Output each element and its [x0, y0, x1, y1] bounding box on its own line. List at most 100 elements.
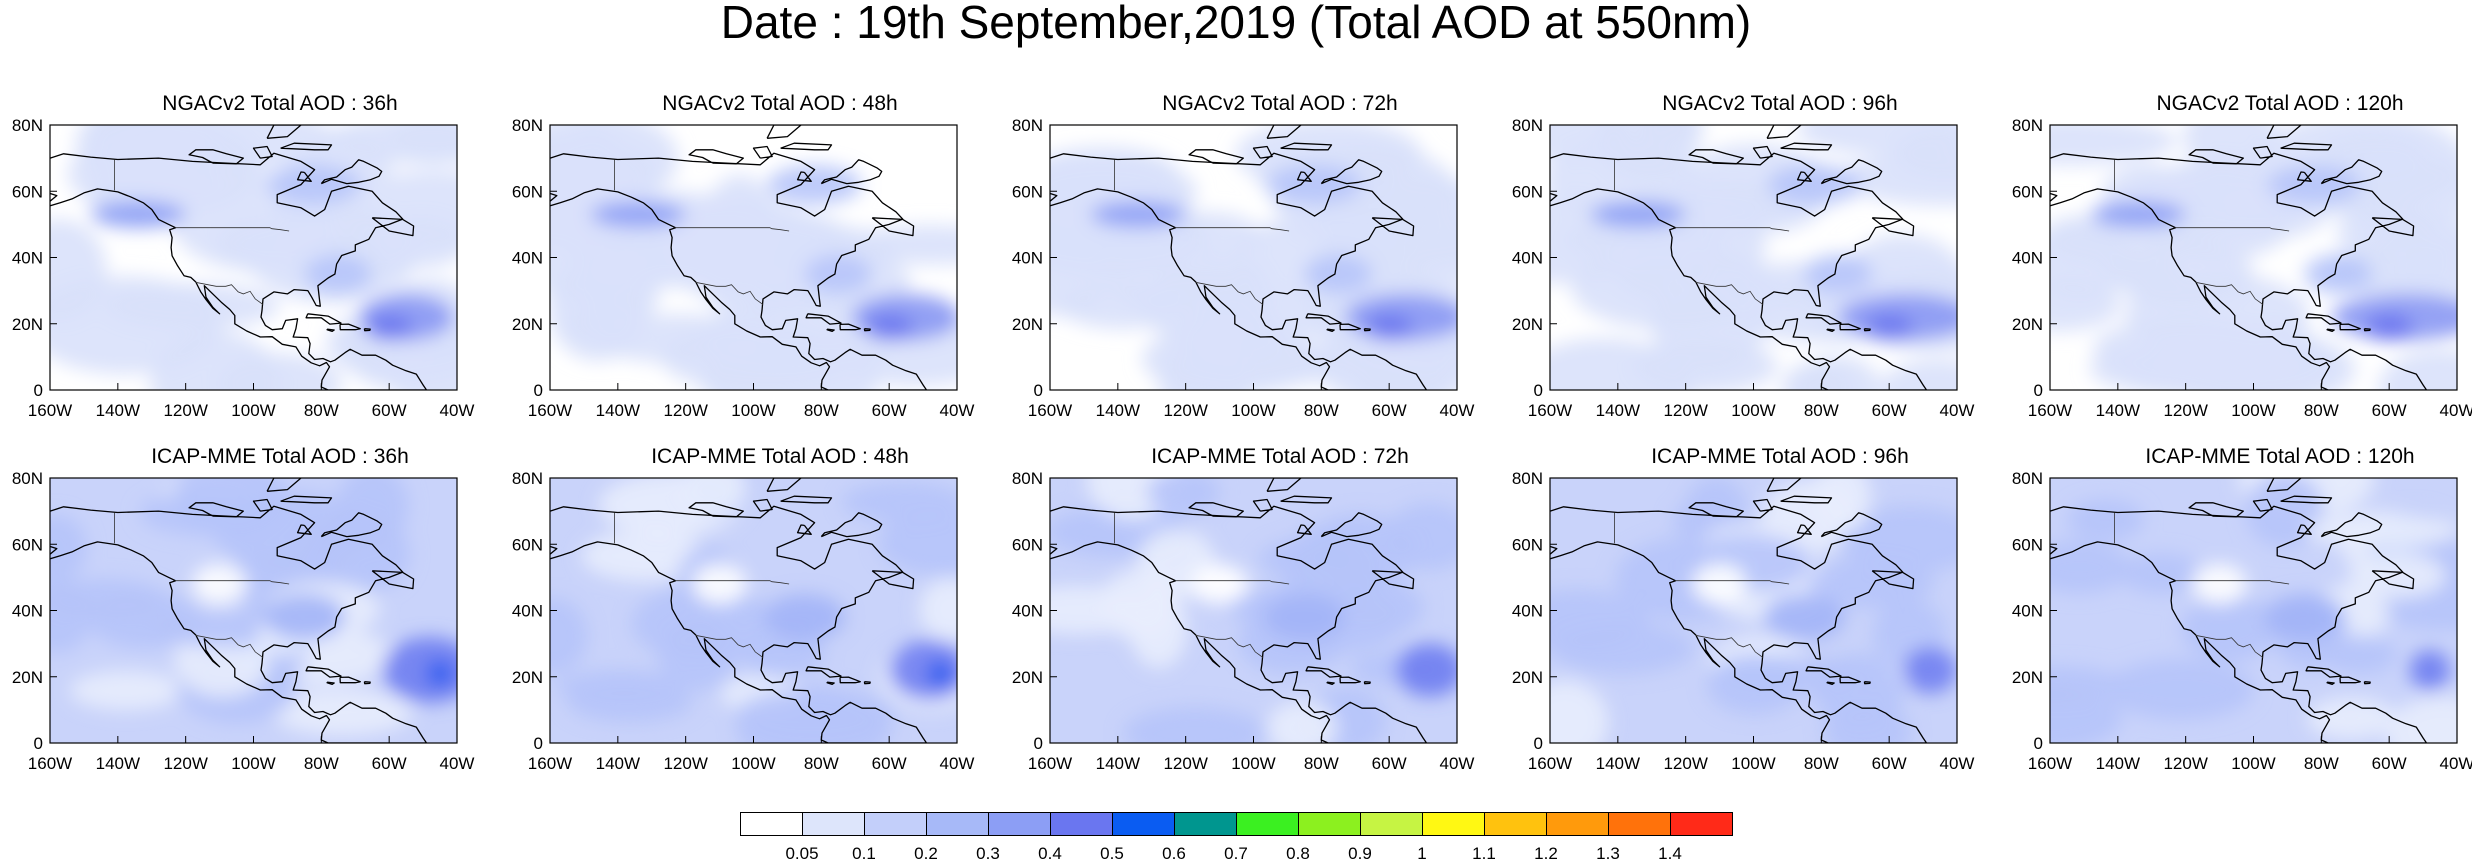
- country-borders: [114, 512, 290, 658]
- lon-tick-label: 80W: [2304, 401, 2339, 420]
- colorbar-label: 1.2: [1534, 844, 1558, 863]
- aod-map: 160W 140W 120W 100W 80W 60W 40W 80N 60N 40N 20N 0: [512, 116, 975, 420]
- country-borders: [1114, 159, 1290, 305]
- colorbar-swatch: [1360, 812, 1423, 836]
- coastline: [50, 125, 428, 390]
- lon-tick-label: 140W: [1596, 401, 1640, 420]
- colorbar-swatch: [802, 812, 865, 836]
- panel-title: ICAP-MME Total AOD : 96h: [1651, 445, 1909, 468]
- lon-tick-label: 100W: [231, 754, 275, 773]
- lon-tick-label: 100W: [731, 754, 775, 773]
- lon-tick-label: 60W: [1372, 754, 1407, 773]
- lat-tick-label: 40N: [2012, 602, 2043, 621]
- colorbar-label: 1.4: [1658, 844, 1682, 863]
- colorbar-label: 0.5: [1100, 844, 1124, 863]
- lat-tick-label: 80N: [12, 469, 43, 488]
- lon-tick-label: 100W: [1731, 401, 1775, 420]
- map-panel: NGACv2 Total AOD : 120h 160W 140W 120W 100W 8…: [2012, 92, 2472, 422]
- lon-tick-label: 60W: [372, 754, 407, 773]
- map-panel: NGACv2 Total AOD : 72h 160W 140W 120W 100W 80…: [1012, 92, 1550, 422]
- aod-map: 160W 140W 120W 100W 80W 60W 40W 80N 60N 40N 20N 0: [12, 116, 475, 420]
- colorbar-label: 1: [1417, 844, 1427, 863]
- lat-tick-label: 0: [34, 734, 43, 753]
- lon-tick-label: 60W: [372, 401, 407, 420]
- colorbar-swatch: [740, 812, 803, 836]
- colorbar-label: 0.7: [1224, 844, 1248, 863]
- lon-tick-label: 120W: [1163, 754, 1207, 773]
- map-panel: NGACv2 Total AOD : 36h 160W 140W 120W 100W 80…: [12, 92, 550, 422]
- lat-tick-label: 40N: [12, 602, 43, 621]
- aod-map: 160W 140W 120W 100W 80W 60W 40W 80N 60N 40N 20N 0: [12, 469, 475, 773]
- lat-tick-label: 80N: [2012, 116, 2043, 135]
- lon-tick-label: 160W: [528, 401, 572, 420]
- lat-tick-label: 60N: [1512, 535, 1543, 554]
- lon-tick-label: 100W: [231, 401, 275, 420]
- lon-tick-label: 140W: [1096, 754, 1140, 773]
- aod-field: [1050, 478, 1457, 743]
- lat-tick-label: 0: [1034, 734, 1043, 753]
- lon-tick-label: 100W: [1231, 754, 1275, 773]
- aod-field: [550, 125, 957, 390]
- lon-tick-label: 160W: [1528, 754, 1572, 773]
- lat-tick-label: 20N: [12, 668, 43, 687]
- lat-tick-label: 60N: [1012, 535, 1043, 554]
- lat-tick-label: 40N: [512, 602, 543, 621]
- lon-tick-label: 80W: [804, 401, 839, 420]
- aod-map: 160W 140W 120W 100W 80W 60W 40W 80N 60N 40N 20N 0: [1512, 469, 1975, 773]
- lat-tick-label: 0: [1534, 734, 1543, 753]
- panel-title: NGACv2 Total AOD : 36h: [162, 92, 398, 115]
- aod-map: 160W 140W 120W 100W 80W 60W 40W 80N 60N 40N 20N 0: [1012, 469, 1475, 773]
- aod-map: 160W 140W 120W 100W 80W 60W 40W 80N 60N 40N 20N 0: [1012, 116, 1475, 420]
- colorbar-label: 0.4: [1038, 844, 1062, 863]
- coastline: [2050, 478, 2428, 743]
- lon-tick-label: 140W: [596, 754, 640, 773]
- lat-tick-label: 60N: [512, 535, 543, 554]
- lon-tick-label: 120W: [163, 754, 207, 773]
- coastline: [1050, 125, 1428, 390]
- lat-tick-label: 40N: [1012, 602, 1043, 621]
- aod-field: [1550, 125, 1957, 390]
- aod-field: [1050, 125, 1457, 390]
- lon-tick-label: 140W: [2096, 754, 2140, 773]
- lon-tick-label: 60W: [872, 754, 907, 773]
- lon-tick-label: 160W: [28, 754, 72, 773]
- lat-tick-label: 40N: [1512, 249, 1543, 268]
- colorbar-swatch: [1298, 812, 1361, 836]
- aod-map: 160W 140W 120W 100W 80W 60W 40W 80N 60N 40N 20N 0: [2012, 116, 2472, 420]
- colorbar-label: 1.3: [1596, 844, 1620, 863]
- map-panel: ICAP-MME Total AOD : 72h 160W 140W 120W 100W…: [1012, 445, 1550, 775]
- colorbar-swatch: [1422, 812, 1485, 836]
- colorbar-swatch: [1484, 812, 1547, 836]
- lon-tick-label: 140W: [2096, 401, 2140, 420]
- lon-tick-label: 80W: [1804, 401, 1839, 420]
- colorbar: [740, 812, 1733, 836]
- country-borders: [1114, 512, 1290, 658]
- lon-tick-label: 160W: [1028, 401, 1072, 420]
- lon-tick-label: 60W: [872, 401, 907, 420]
- lat-tick-label: 20N: [1012, 315, 1043, 334]
- colorbar-swatch: [988, 812, 1051, 836]
- lon-tick-label: 100W: [731, 401, 775, 420]
- aod-map: 160W 140W 120W 100W 80W 60W 40W 80N 60N 40N 20N 0: [512, 469, 975, 773]
- lat-tick-label: 0: [1034, 381, 1043, 400]
- lon-tick-label: 140W: [1596, 754, 1640, 773]
- lat-tick-label: 20N: [512, 668, 543, 687]
- aod-field: [2050, 125, 2457, 390]
- coastline: [1550, 478, 1928, 743]
- country-borders: [1614, 159, 1790, 305]
- colorbar-swatch: [1174, 812, 1237, 836]
- lon-tick-label: 100W: [1231, 401, 1275, 420]
- lon-tick-label: 140W: [96, 401, 140, 420]
- lat-tick-label: 80N: [1512, 116, 1543, 135]
- figure-title: Date : 19th September,2019 (Total AOD at…: [720, 0, 1752, 48]
- lat-tick-label: 60N: [2012, 535, 2043, 554]
- lat-tick-label: 80N: [1012, 469, 1043, 488]
- lon-tick-label: 40W: [1940, 401, 1975, 420]
- coastline: [2050, 125, 2428, 390]
- lon-tick-label: 160W: [2028, 401, 2072, 420]
- lon-tick-label: 60W: [2372, 401, 2407, 420]
- lat-tick-label: 60N: [1012, 182, 1043, 201]
- panel-title: NGACv2 Total AOD : 72h: [1162, 92, 1398, 115]
- colorbar-swatch: [1608, 812, 1671, 836]
- lon-tick-label: 60W: [2372, 754, 2407, 773]
